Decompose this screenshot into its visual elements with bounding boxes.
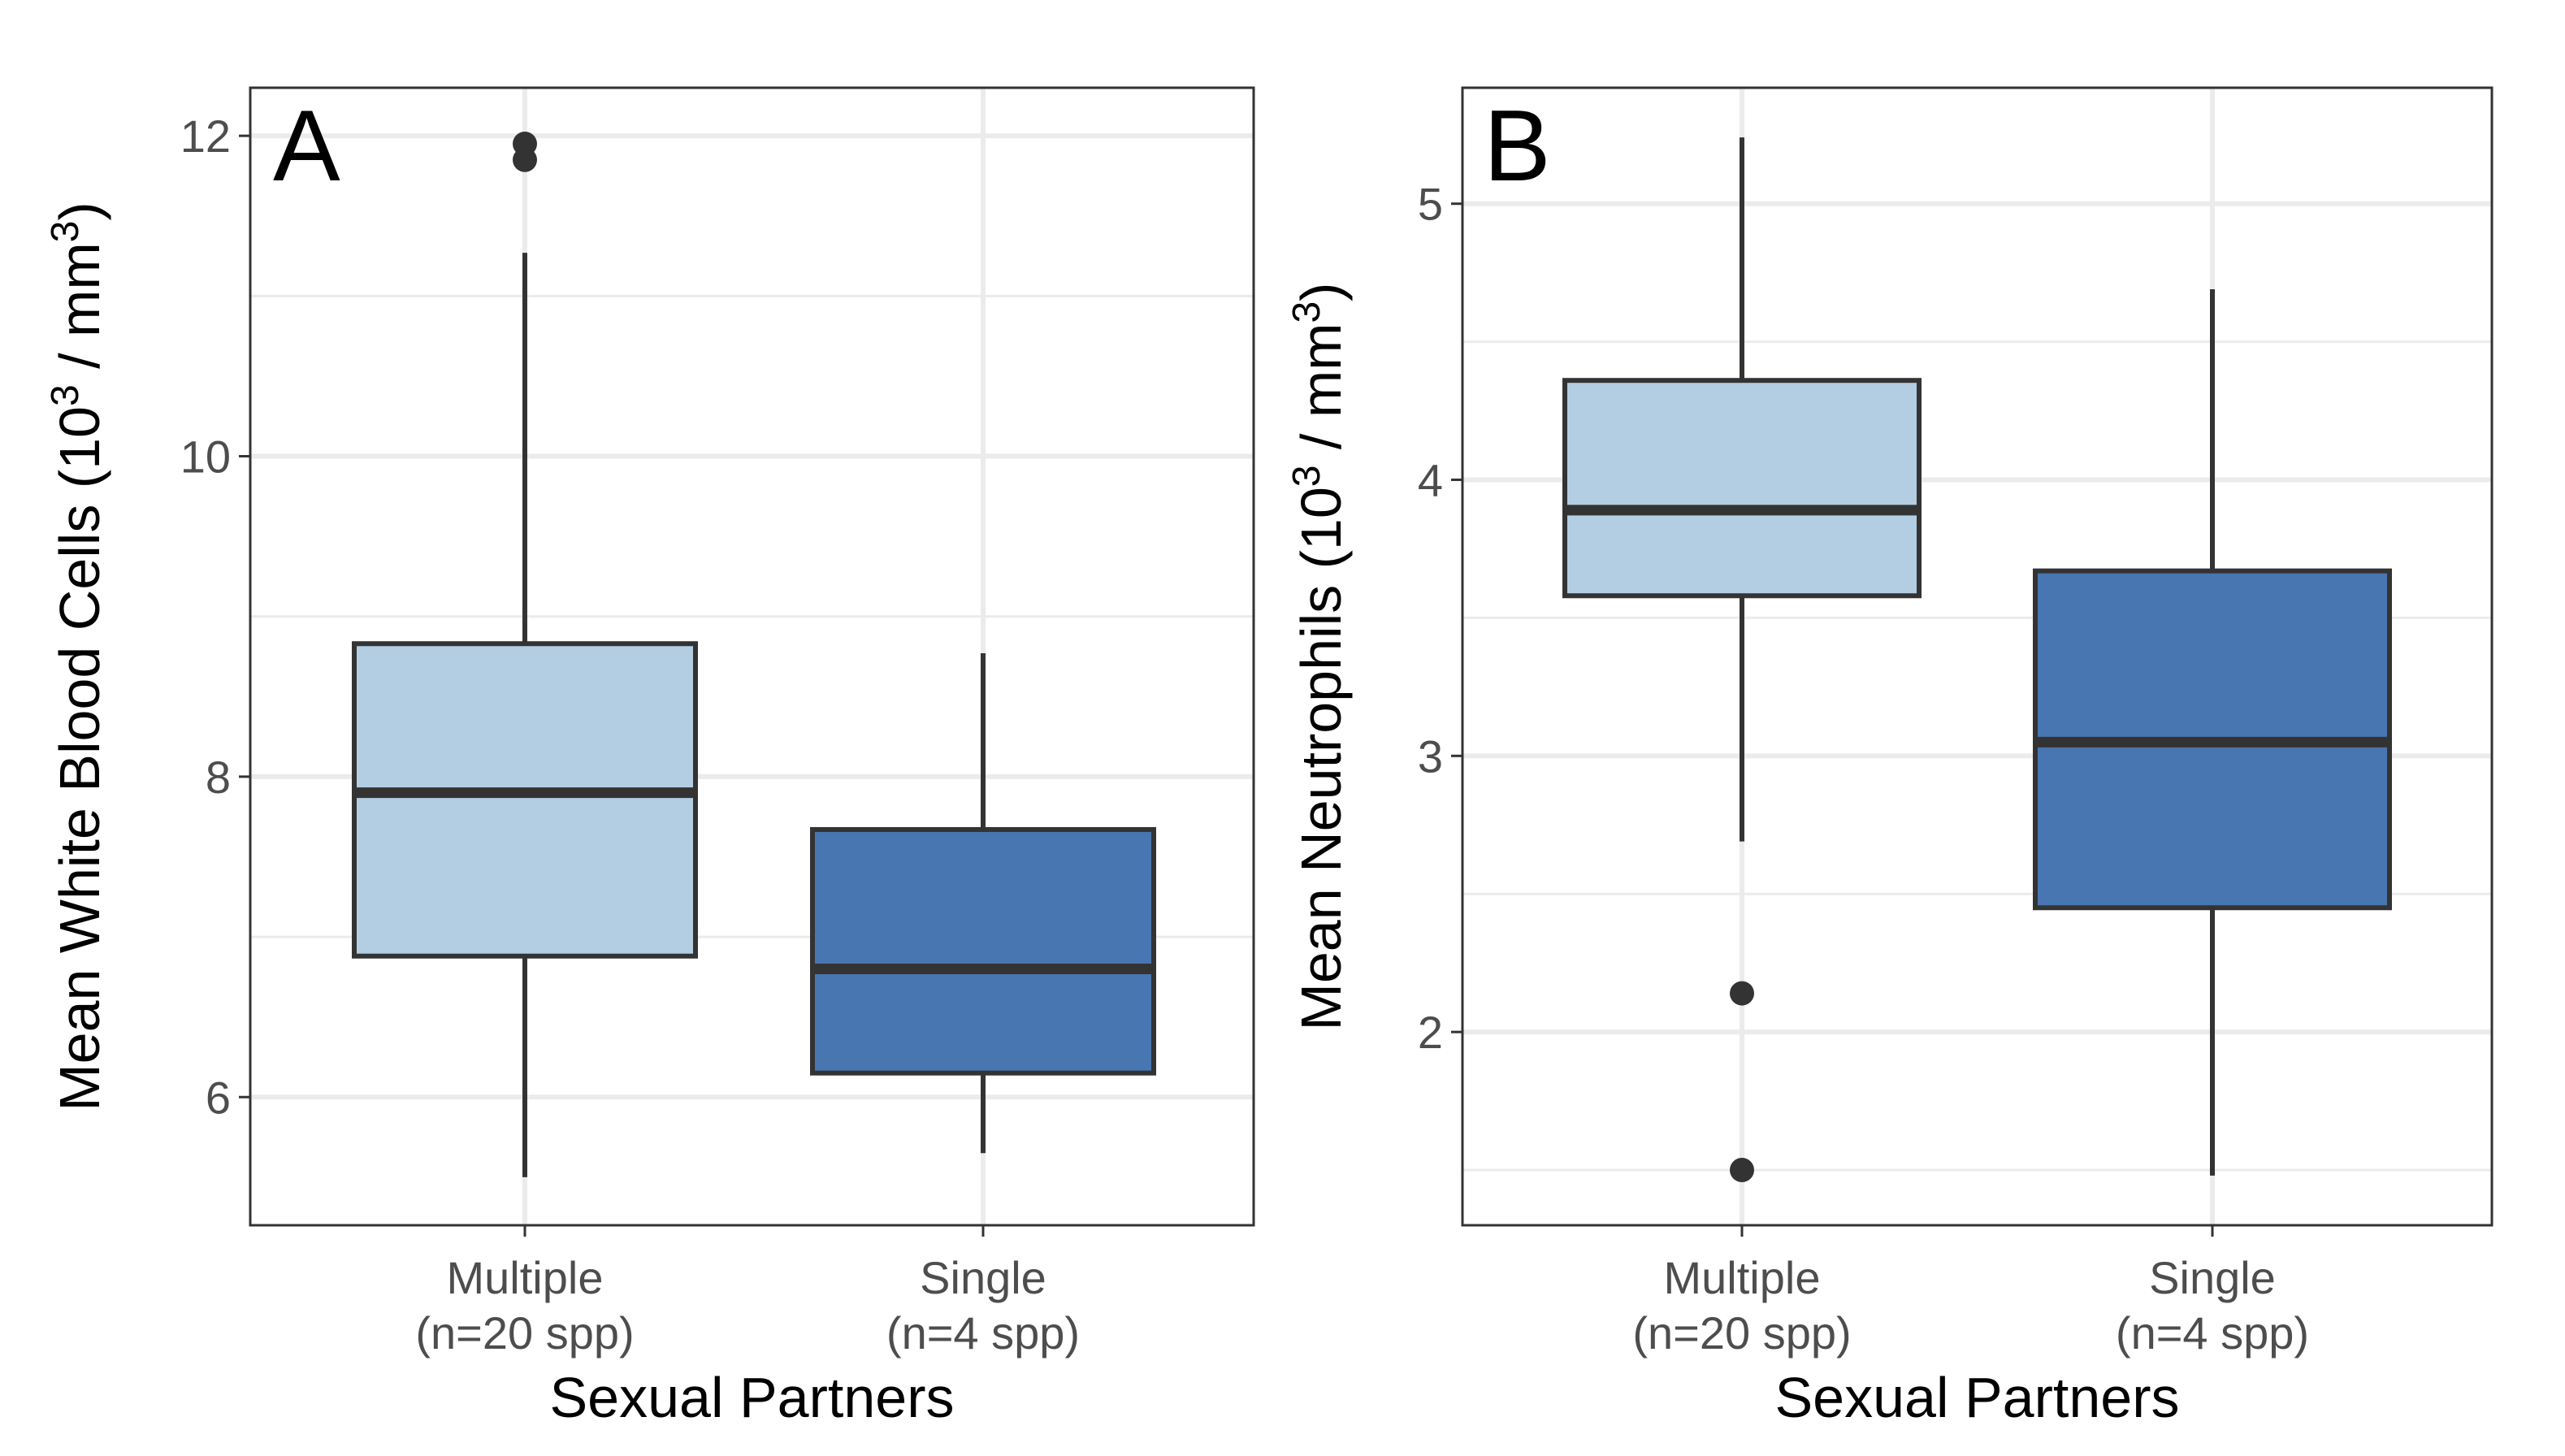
y-tick-label: 10 <box>180 431 231 483</box>
panel-label: B <box>1484 90 1551 202</box>
x-tick-sublabel: (n=4 spp) <box>2116 1307 2309 1358</box>
x-tick-sublabel: (n=20 spp) <box>1632 1307 1851 1358</box>
box-iqr <box>1562 378 1922 599</box>
box-single <box>810 653 1156 1154</box>
y-tick-label: 2 <box>1418 1007 1443 1058</box>
x-tick-sublabel: (n=4 spp) <box>886 1307 1080 1358</box>
x-tick-label: Multiple <box>447 1252 604 1303</box>
x-axis-title: Sexual Partners <box>549 1366 954 1429</box>
x-tick-label: Single <box>920 1252 1046 1303</box>
panel-b: 2 3 4 5 Multiple(n=20 spp) Single(n=4 spp) Sex… <box>1285 86 2494 1429</box>
y-tick-label: 5 <box>1418 179 1443 230</box>
outlier-point <box>1730 1158 1754 1183</box>
y-tick-label: 3 <box>1418 730 1443 782</box>
y-tick-label: 6 <box>206 1072 231 1123</box>
x-tick-label: Multiple <box>1664 1252 1821 1303</box>
y-tick-label: 4 <box>1418 455 1443 506</box>
box-multiple <box>1562 137 1922 1183</box>
y-tick-label: 8 <box>206 752 231 803</box>
panel-border <box>249 86 1255 1227</box>
y-axis-title: Mean Neutrophils (103 / mm3) <box>1285 283 1353 1031</box>
y-tick-label: 12 <box>180 110 231 162</box>
box-multiple <box>352 132 698 1177</box>
outlier-point <box>513 132 537 157</box>
panel-a: 6 8 10 12 Multiple(n=20 spp) Single(n=4 spp) S… <box>44 86 1255 1429</box>
x-axis-title: Sexual Partners <box>1774 1366 2179 1429</box>
outlier-point <box>1730 981 1754 1006</box>
y-axis-title: Mean White Blood Cells (103 / mm3) <box>44 202 111 1111</box>
box-single <box>2033 289 2392 1176</box>
box-iqr <box>810 826 1156 1076</box>
panel-border <box>1461 86 2494 1227</box>
x-tick-label: Single <box>2149 1252 2276 1303</box>
box-iqr <box>352 641 698 959</box>
panel-label: A <box>273 90 340 202</box>
x-tick-sublabel: (n=20 spp) <box>415 1307 634 1358</box>
